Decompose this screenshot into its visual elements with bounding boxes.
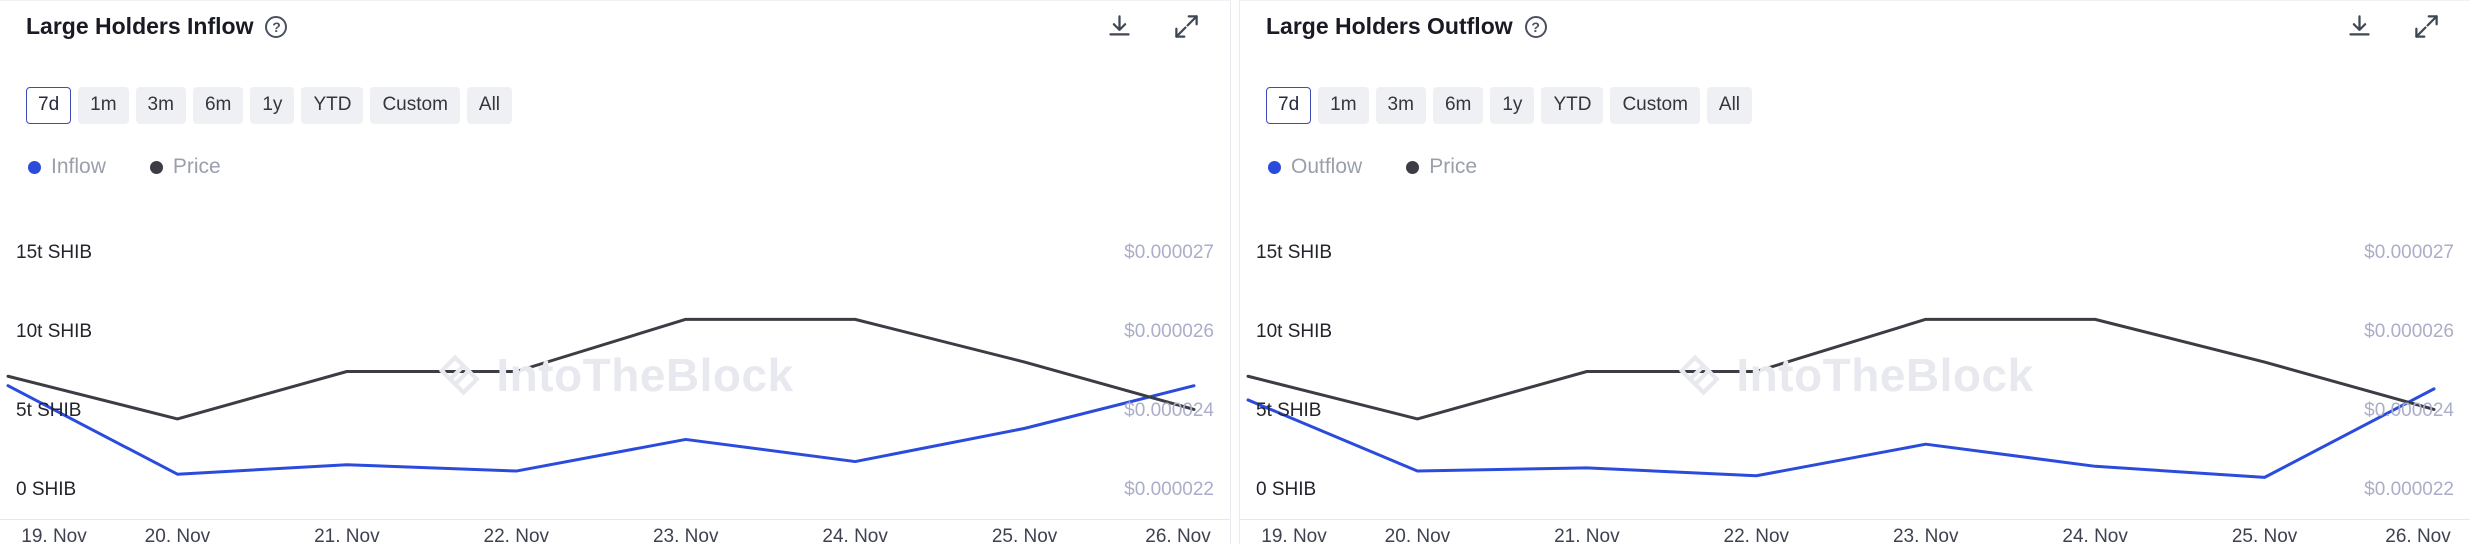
range-ytd-button[interactable]: YTD: [301, 87, 364, 124]
x-axis-label: 23. Nov: [1892, 526, 1959, 547]
inflow-panel: Large Holders Inflow ? 7d 1m 3m 6m 1y YT…: [0, 0, 1231, 547]
range-3m-button[interactable]: 3m: [135, 87, 186, 124]
time-range-selector: 7d 1m 3m 6m 1y YTD Custom All: [26, 87, 513, 124]
range-all-button[interactable]: All: [466, 87, 513, 124]
x-axis-label: 23. Nov: [652, 526, 719, 547]
range-ytd-button[interactable]: YTD: [1541, 87, 1604, 124]
legend: Outflow Price: [1268, 155, 1477, 179]
x-axis-label: 19. Nov: [21, 526, 87, 547]
panel-header: Large Holders Outflow ?: [1266, 13, 2440, 40]
range-1y-button[interactable]: 1y: [1490, 87, 1535, 124]
range-1y-button[interactable]: 1y: [250, 87, 295, 124]
question-circle-icon[interactable]: ?: [1524, 15, 1547, 38]
x-axis-label: 21. Nov: [1554, 526, 1620, 547]
legend-item-outflow[interactable]: Outflow: [1268, 155, 1362, 179]
download-icon[interactable]: [2346, 13, 2373, 40]
download-icon[interactable]: [1106, 13, 1133, 40]
x-axis: 19. Nov 20. Nov 21. Nov 22. Nov 23. Nov …: [0, 519, 1230, 547]
line-chart[interactable]: [1240, 231, 2470, 519]
chart-area: IntoTheBlock 15t SHIB 10t SHIB 5t SHIB 0…: [0, 231, 1230, 519]
outflow-panel: Large Holders Outflow ? 7d 1m 3m 6m 1y Y…: [1239, 0, 2470, 547]
page-title: Large Holders Inflow: [26, 13, 254, 39]
legend-label: Price: [1429, 155, 1478, 178]
x-axis-label: 22. Nov: [483, 526, 550, 547]
x-axis-label: 20. Nov: [1384, 526, 1451, 547]
legend-dot-price: [149, 160, 163, 174]
legend-dot-price: [1406, 160, 1420, 174]
expand-icon[interactable]: [1173, 13, 1200, 40]
x-axis-label: 26. Nov: [1145, 526, 1211, 547]
line-chart[interactable]: [0, 231, 1230, 519]
range-1m-button[interactable]: 1m: [78, 87, 129, 124]
x-axis-label: 25. Nov: [2231, 526, 2298, 547]
x-axis-label: 24. Nov: [822, 526, 888, 547]
x-axis-label: 26. Nov: [2385, 526, 2451, 547]
range-6m-button[interactable]: 6m: [1432, 87, 1484, 124]
legend-item-inflow[interactable]: Inflow: [28, 155, 106, 179]
legend-item-price[interactable]: Price: [149, 155, 221, 179]
expand-icon[interactable]: [2413, 13, 2440, 40]
legend: Inflow Price: [28, 155, 221, 179]
range-custom-button[interactable]: Custom: [1610, 87, 1700, 124]
x-axis-label: 20. Nov: [144, 526, 211, 547]
legend-dot-outflow: [1268, 160, 1281, 174]
legend-label: Price: [172, 155, 221, 178]
x-axis-label: 25. Nov: [991, 526, 1058, 547]
x-axis-label: 22. Nov: [1723, 526, 1790, 547]
x-axis-label: 21. Nov: [314, 526, 380, 547]
x-axis-label: 19. Nov: [1261, 526, 1327, 547]
time-range-selector: 7d 1m 3m 6m 1y YTD Custom All: [1266, 87, 1753, 124]
legend-label: Inflow: [51, 155, 106, 178]
x-axis: 19. Nov 20. Nov 21. Nov 22. Nov 23. Nov …: [1240, 519, 2470, 547]
legend-dot-inflow: [28, 160, 41, 174]
range-7d-button[interactable]: 7d: [26, 87, 72, 124]
chart-area: IntoTheBlock 15t SHIB 10t SHIB 5t SHIB 0…: [1240, 231, 2470, 519]
range-custom-button[interactable]: Custom: [370, 87, 460, 124]
range-7d-button[interactable]: 7d: [1266, 87, 1312, 124]
range-3m-button[interactable]: 3m: [1375, 87, 1426, 124]
page-title: Large Holders Outflow: [1266, 13, 1513, 39]
question-circle-icon[interactable]: ?: [265, 15, 288, 38]
range-all-button[interactable]: All: [1706, 87, 1753, 124]
range-6m-button[interactable]: 6m: [192, 87, 244, 124]
legend-item-price[interactable]: Price: [1406, 155, 1477, 179]
legend-label: Outflow: [1291, 155, 1363, 178]
range-1m-button[interactable]: 1m: [1318, 87, 1369, 124]
x-axis-label: 24. Nov: [2062, 526, 2128, 547]
panel-header: Large Holders Inflow ?: [26, 13, 1200, 40]
